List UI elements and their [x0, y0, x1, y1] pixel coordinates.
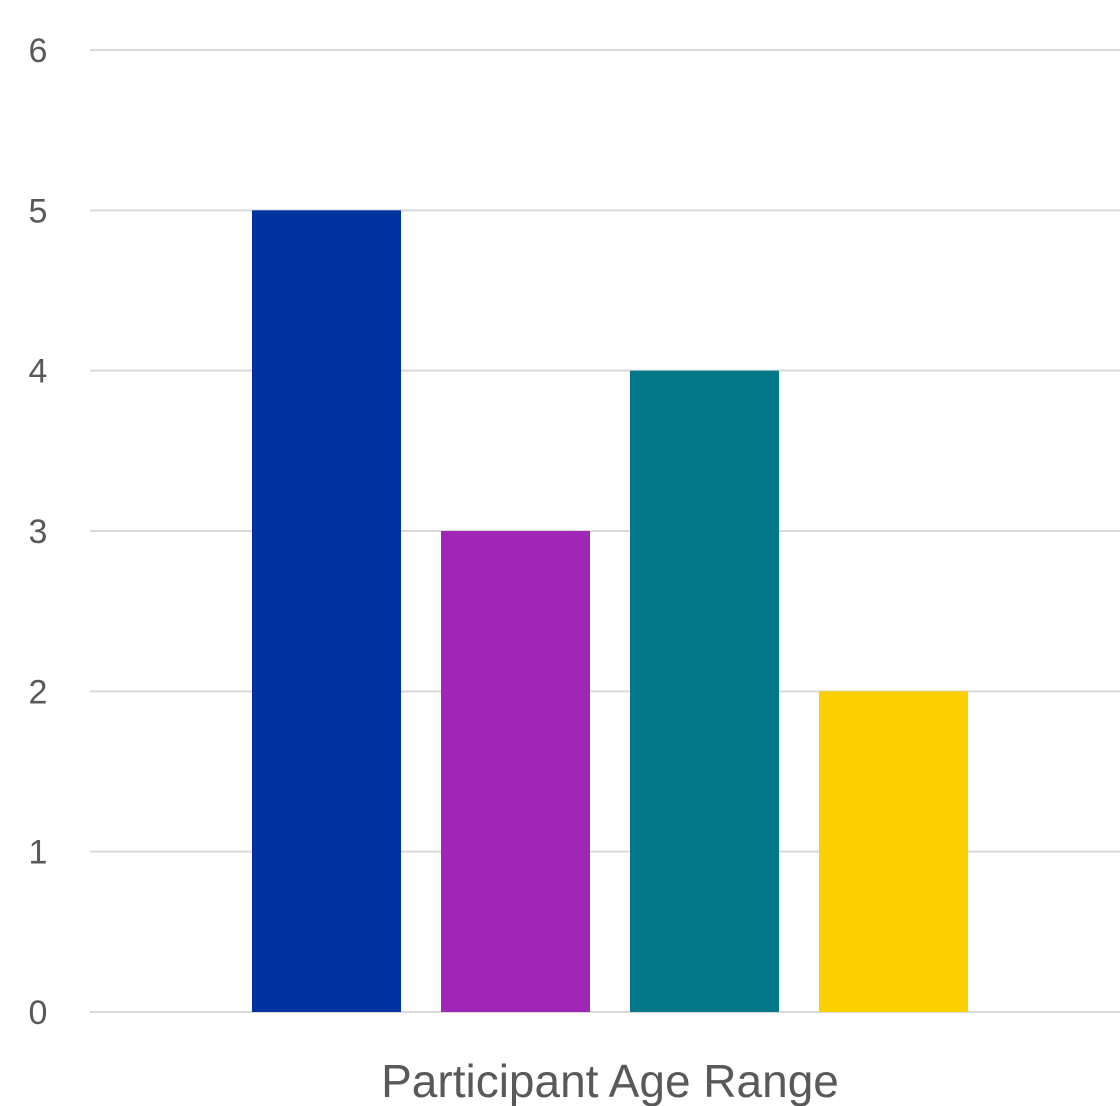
y-axis-ticks: 0 1 2 3 4 5 6 — [29, 32, 48, 1032]
y-tick-label: 0 — [29, 994, 48, 1032]
y-tick-label: 4 — [29, 353, 48, 391]
y-tick-label: 2 — [29, 673, 48, 711]
bar-2 — [441, 531, 590, 1012]
y-tick-label: 1 — [29, 834, 48, 872]
bar-4 — [819, 691, 968, 1012]
y-tick-label: 3 — [29, 513, 48, 551]
y-tick-label: 6 — [29, 32, 48, 70]
bar-3 — [630, 370, 779, 1013]
y-tick-label: 5 — [29, 192, 48, 230]
bars — [252, 210, 968, 1013]
x-axis-title: Participant Age Range — [381, 1055, 839, 1106]
bar-1 — [252, 210, 401, 1013]
